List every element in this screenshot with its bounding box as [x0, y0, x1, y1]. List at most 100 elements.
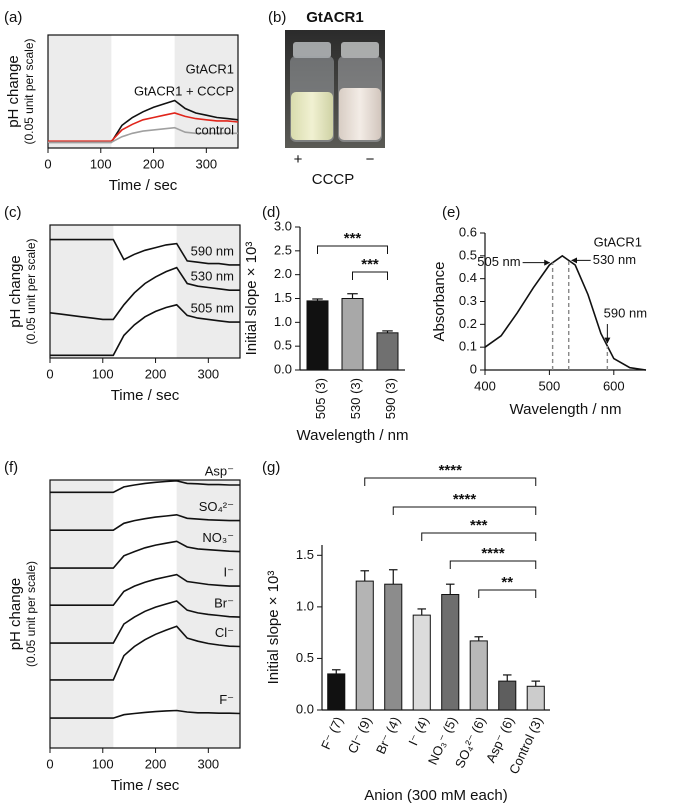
significance-bracket	[317, 245, 388, 254]
significance-bracket	[364, 477, 537, 486]
significance-label: **	[501, 574, 513, 591]
trace	[50, 573, 240, 606]
bar	[376, 332, 399, 371]
y-axis-subtitle: (0.05 unit per scale)	[24, 238, 38, 344]
series-label: GtACR1 + CCCP	[134, 83, 234, 98]
bar	[469, 640, 488, 711]
y-tick-label: 0.0	[274, 361, 292, 376]
significance-label: ****	[439, 462, 463, 479]
panel-label: (d)	[262, 204, 280, 221]
x-axis-title: Time / sec	[111, 387, 180, 404]
y-tick-label: 3.0	[274, 218, 292, 233]
y-tick-label: 0.5	[296, 650, 314, 665]
panel-label: (c)	[4, 204, 22, 221]
x-tick-label: 100	[92, 366, 114, 381]
vial-liquid	[339, 88, 381, 140]
x-tick-label: Br⁻ (4)	[373, 714, 403, 756]
y-tick-label: 0.5	[459, 247, 477, 262]
x-tick-label: 0	[46, 366, 53, 381]
x-tick-label: 300	[197, 366, 219, 381]
photo-xlabel: CCCP	[312, 171, 355, 188]
y-tick-label: 1.5	[274, 290, 292, 305]
x-tick-label: 300	[195, 156, 217, 171]
x-tick-label: I⁻ (4)	[405, 714, 431, 748]
significance-label: ***	[361, 256, 379, 273]
x-axis-title: Time / sec	[109, 177, 178, 194]
x-tick-label: 200	[145, 366, 167, 381]
series-label: I⁻	[224, 564, 234, 579]
trace	[50, 600, 241, 644]
vial-liquid	[291, 92, 333, 140]
significance-label: ****	[481, 545, 505, 562]
panel-label: (b)	[268, 9, 286, 26]
y-tick-label: 0.2	[459, 316, 477, 331]
bar	[355, 580, 374, 711]
y-tick-label: 0.5	[274, 338, 292, 353]
panel-label: (e)	[442, 204, 460, 221]
significance-label: ***	[470, 517, 488, 534]
series-label: Cl⁻	[215, 625, 234, 640]
panel-label: (f)	[4, 459, 18, 476]
dark-period	[176, 225, 240, 358]
series-label: Asp⁻	[205, 463, 234, 478]
bar	[327, 673, 346, 711]
vial-neck	[293, 42, 331, 58]
x-tick-label: 100	[92, 756, 114, 771]
y-axis-title: Initial slope × 10³	[265, 571, 282, 685]
marker-label: 530 nm	[593, 252, 636, 267]
y-tick-label: 2.5	[274, 242, 292, 257]
x-tick-label: 0	[46, 756, 53, 771]
x-tick-label: 200	[143, 156, 165, 171]
plot-frame	[49, 224, 241, 359]
x-tick-label: 600	[603, 378, 625, 393]
series-label: GtACR1	[594, 234, 642, 249]
y-axis-title: Absorbance	[431, 261, 448, 341]
y-tick-label: 0	[470, 361, 477, 376]
x-tick-label: 0	[44, 156, 51, 171]
trace	[50, 625, 241, 681]
trace	[484, 254, 647, 371]
y-axis-title: Initial slope × 10³	[243, 242, 260, 356]
x-tick-label: 300	[197, 756, 219, 771]
marker-label: 590 nm	[604, 305, 647, 320]
dark-period	[50, 225, 114, 358]
y-tick-label: 0.4	[459, 270, 477, 285]
series-label: GtACR1	[186, 61, 234, 76]
y-axis-subtitle: (0.05 unit per scale)	[24, 561, 38, 667]
trace	[50, 479, 240, 494]
dark-period	[48, 35, 112, 148]
significance-bracket	[478, 589, 537, 598]
significance-label: ****	[453, 491, 477, 508]
series-label: 505 nm	[191, 301, 234, 316]
y-tick-label: 1.0	[274, 314, 292, 329]
plot-frame	[47, 34, 239, 149]
marker-label: 505 nm	[477, 254, 520, 269]
y-tick-label: 0.6	[459, 224, 477, 239]
bar	[526, 685, 545, 711]
trace	[50, 709, 241, 719]
bar	[412, 614, 431, 711]
y-tick-label: 1.5	[296, 547, 314, 562]
trace	[49, 266, 240, 321]
y-axis-title: pH change	[5, 55, 22, 128]
y-axis-subtitle: (0.05 unit per scale)	[22, 38, 36, 144]
y-tick-label: 0.0	[296, 701, 314, 716]
bar	[384, 583, 403, 711]
dark-period	[174, 35, 238, 148]
significance-bracket	[421, 532, 537, 541]
x-tick-label: 100	[90, 156, 112, 171]
trace	[50, 303, 240, 357]
trace	[48, 126, 238, 144]
trace	[50, 238, 240, 266]
trace	[50, 540, 241, 569]
dark-period	[50, 480, 114, 748]
bar	[498, 680, 517, 711]
plot-frame	[49, 479, 241, 749]
series-label: F⁻	[219, 692, 234, 707]
photo-label: −	[366, 151, 375, 168]
x-tick-label: 500	[539, 378, 561, 393]
photo-title: GtACR1	[306, 9, 364, 26]
